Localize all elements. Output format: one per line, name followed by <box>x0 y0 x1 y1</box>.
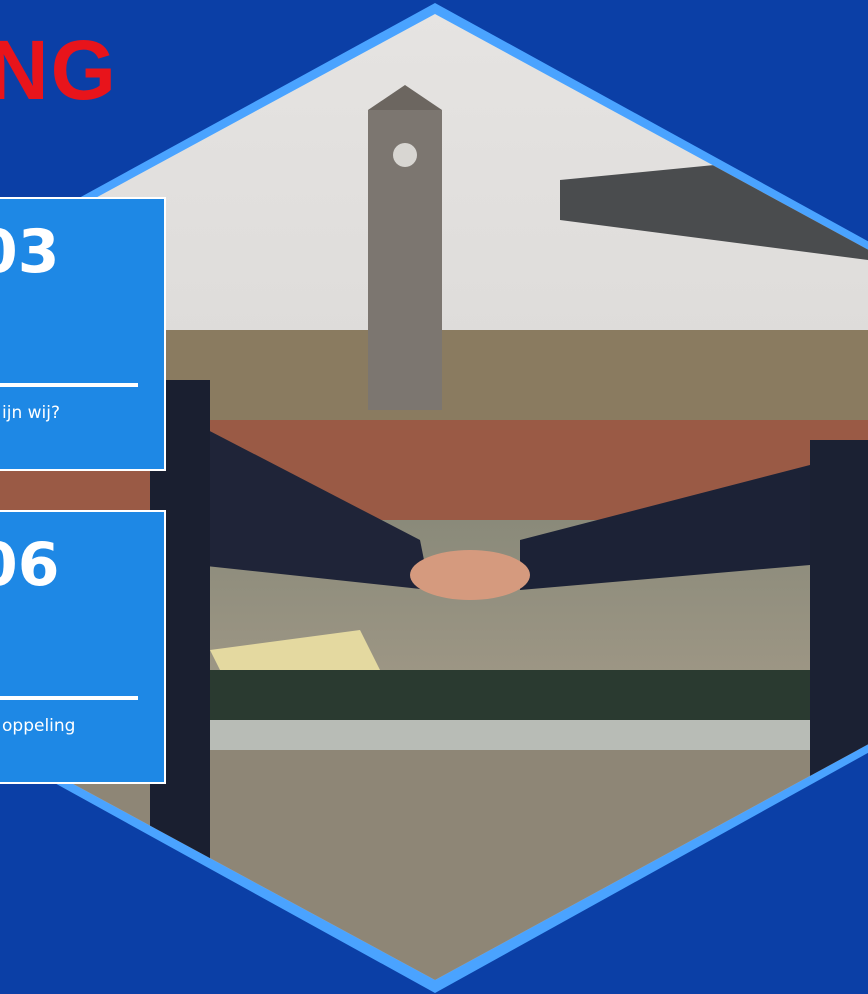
hexagon-photo <box>0 0 868 994</box>
item-number: 03 <box>0 217 60 287</box>
title: NG <box>0 22 118 119</box>
photo <box>0 0 868 994</box>
agenda-item: 03 ijn wij? <box>0 197 166 471</box>
item-label: ijn wij? <box>2 403 60 423</box>
slide: NG 03 ijn wij? 06 oppeling <box>0 0 868 994</box>
divider <box>0 696 138 700</box>
item-number: 06 <box>0 530 60 600</box>
agenda-item: 06 oppeling <box>0 510 166 784</box>
divider <box>0 383 138 387</box>
item-label: oppeling <box>2 716 75 736</box>
